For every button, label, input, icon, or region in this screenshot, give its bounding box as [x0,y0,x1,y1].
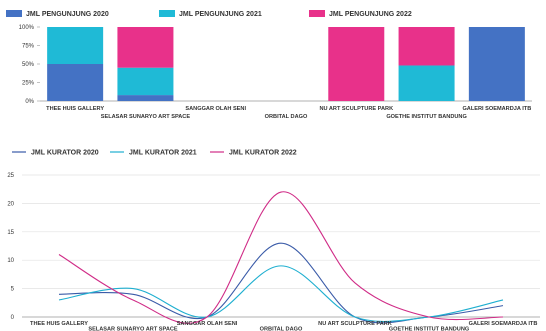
bar-segment [328,27,385,101]
y-tick-label: 0 [11,315,15,321]
line-chart: JML KURATOR 2020 JML KURATOR 2021 JML KURA… [0,142,546,331]
y-tick-label: 100% [19,25,35,31]
series-line [58,242,504,324]
line-chart-svg: JML KURATOR 2020 JML KURATOR 2021 JML KURA… [7,150,540,331]
y-tick-label: 0% [25,99,34,105]
y-tick-label: 15 [7,230,14,236]
bar-segment [117,27,174,68]
y-tick-label: 5 [11,287,15,293]
y-tick-label: 50% [22,62,35,68]
bar-segment [468,27,525,101]
y-tick-label: 25% [22,81,35,87]
stacked-bar-chart-svg: JML PENGUNJUNG 2020 JML PENGUNJUNG 2021 JM… [6,10,532,120]
legend-swatch [159,10,175,17]
x-category-label: GOETHE INSTITUT BANDUNG [386,114,467,120]
legend-label: JML KURATOR 2022 [229,150,297,157]
x-category-label: ORBITAL DAGO [265,114,308,120]
legend-label: JML PENGUNJUNG 2022 [329,11,412,18]
bar-segment [47,27,104,64]
y-tick-label: 20 [7,201,14,207]
y-tick-label: 10 [7,258,14,264]
x-category-label: GALERI SOEMARDJA ITB [462,106,531,112]
bar-segment [117,95,174,101]
x-category-label: ORBITAL DAGO [260,327,303,331]
legend-swatch [309,10,325,17]
x-category-label: GOETHE INSTITUT BANDUNG [389,327,470,331]
x-category-label: GALERI SOEMARDJA ITB [469,321,538,327]
legend-label: JML PENGUNJUNG 2020 [26,11,109,18]
bar-segment [398,27,455,66]
legend-swatch [6,10,22,17]
y-tick-label: 75% [22,44,35,50]
series-line [58,191,504,324]
x-category-label: SELASAR SUNARYO ART SPACE [88,327,178,331]
x-category-label: SANGGAR OLAH SENI [185,106,246,112]
x-category-label: THEE HUIS GALLERY [30,321,88,327]
y-tick-label: 25 [7,173,14,179]
legend-label: JML KURATOR 2020 [31,150,99,157]
x-category-label: SELASAR SUNARYO ART SPACE [101,114,191,120]
x-category-label: NU ART SCULPTURE PARK [318,321,392,327]
legend: JML KURATOR 2020 JML KURATOR 2021 JML KURA… [12,150,297,157]
x-category-label: NU ART SCULPTURE PARK [319,106,393,112]
legend-label: JML PENGUNJUNG 2021 [179,11,262,18]
bar-segment [117,67,174,96]
bar-segment [398,65,455,101]
bar-segment [47,64,104,101]
x-category-label: THEE HUIS GALLERY [46,106,104,112]
stacked-bar-chart: JML PENGUNJUNG 2020 JML PENGUNJUNG 2021 JM… [0,0,546,128]
legend-label: JML KURATOR 2021 [129,150,197,157]
x-category-label: SANGGAR OLAH SENI [177,321,238,327]
legend: JML PENGUNJUNG 2020 JML PENGUNJUNG 2021 JM… [6,10,412,18]
